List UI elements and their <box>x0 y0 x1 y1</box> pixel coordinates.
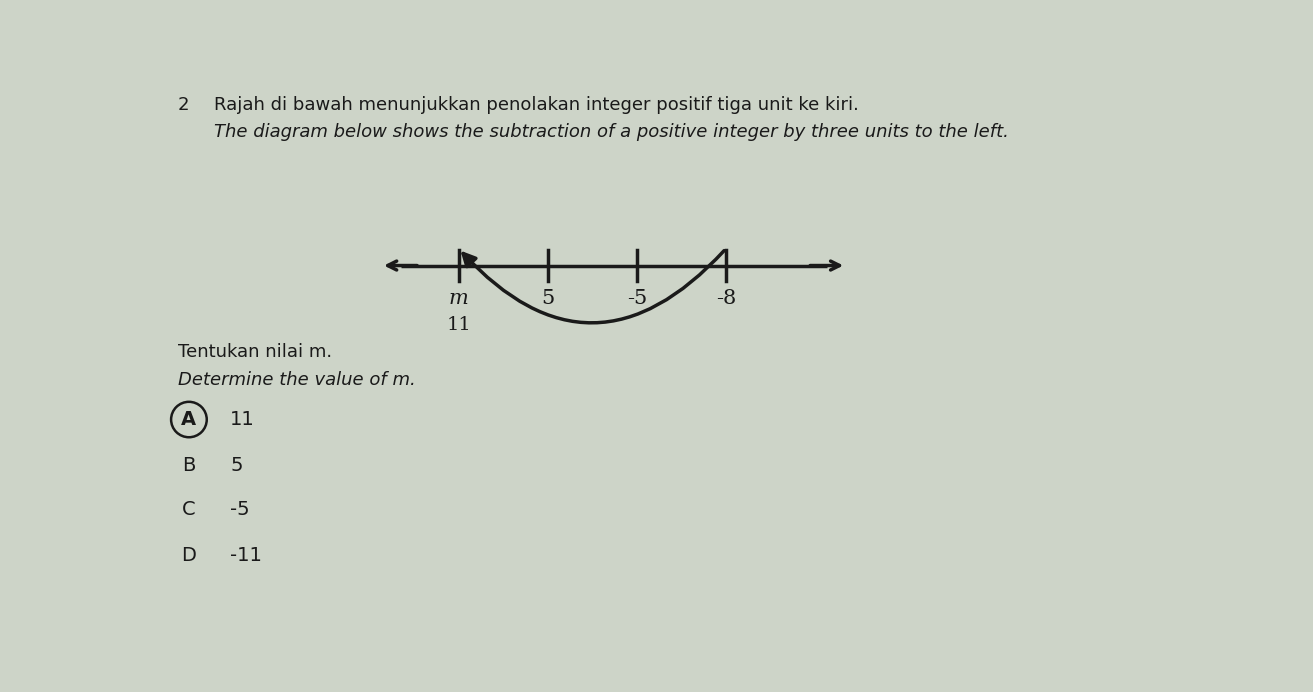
Text: -5: -5 <box>230 500 249 519</box>
Text: 5: 5 <box>230 456 243 475</box>
Text: 2: 2 <box>179 96 189 114</box>
Text: B: B <box>183 456 196 475</box>
Text: Tentukan nilai m.: Tentukan nilai m. <box>179 343 332 361</box>
Text: -8: -8 <box>716 289 737 308</box>
Text: -5: -5 <box>626 289 647 308</box>
Text: Determine the value of m.: Determine the value of m. <box>179 371 416 389</box>
Text: 5: 5 <box>541 289 554 308</box>
Text: A: A <box>181 410 197 429</box>
Text: -11: -11 <box>230 546 261 565</box>
Text: Rajah di bawah menunjukkan penolakan integer positif tiga unit ke kiri.: Rajah di bawah menunjukkan penolakan int… <box>214 96 860 114</box>
Text: m: m <box>449 289 469 308</box>
FancyArrowPatch shape <box>463 251 725 323</box>
Text: The diagram below shows the subtraction of a positive integer by three units to : The diagram below shows the subtraction … <box>214 123 1010 141</box>
Text: 11: 11 <box>230 410 255 429</box>
Text: C: C <box>183 500 196 519</box>
Text: D: D <box>181 546 197 565</box>
Text: 11: 11 <box>446 316 471 334</box>
